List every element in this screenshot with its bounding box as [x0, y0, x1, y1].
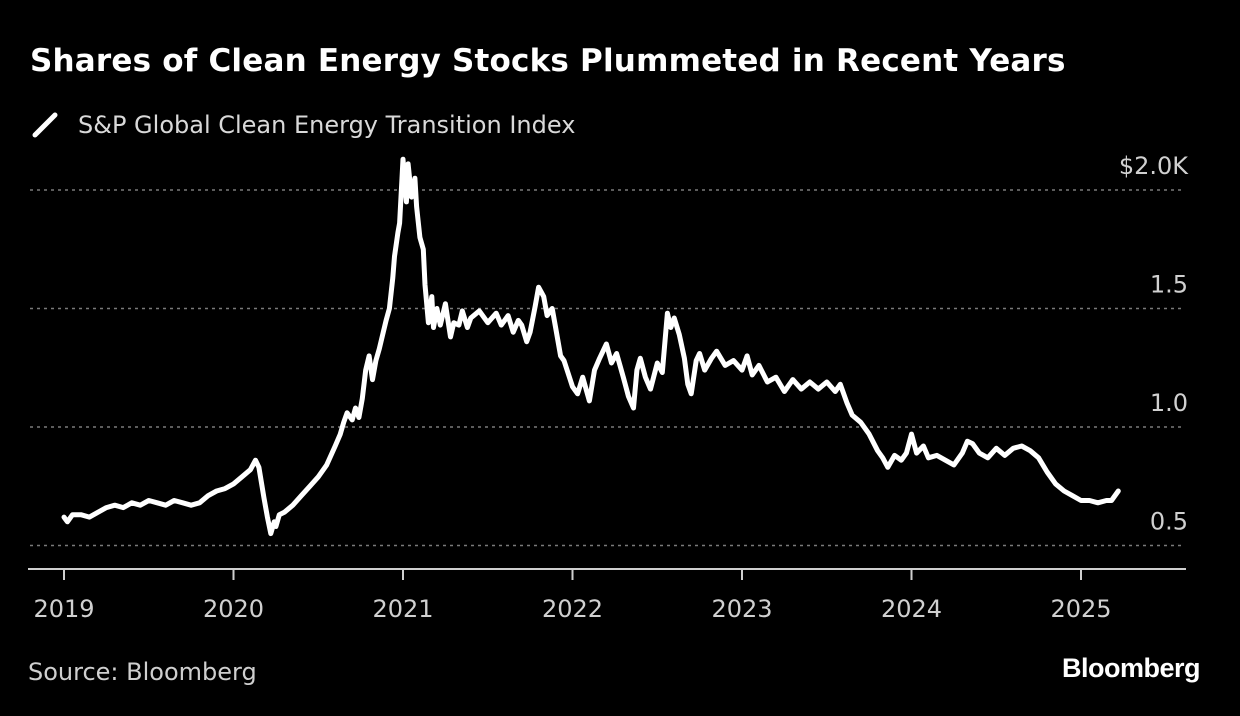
axis-labels: $2.0K 1.5 1.0 0.5 2019 2020 2021 2022 2023 2024 20… — [33, 152, 1189, 623]
y-tick-label: 1.5 — [1150, 271, 1188, 299]
x-tick-label: 2020 — [203, 595, 264, 623]
x-axis — [28, 568, 1186, 580]
x-tick-label: 2024 — [881, 595, 942, 623]
series-line — [61, 156, 1121, 537]
x-tick-label: 2019 — [33, 595, 94, 623]
x-tick-label: 2023 — [711, 595, 772, 623]
legend-line-icon — [32, 112, 58, 138]
x-tick-label: 2025 — [1050, 595, 1111, 623]
gridlines — [30, 189, 1185, 547]
y-tick-label: 1.0 — [1150, 389, 1188, 417]
x-tick-label: 2022 — [542, 595, 603, 623]
y-tick-label: 0.5 — [1150, 508, 1188, 536]
chart-title: Shares of Clean Energy Stocks Plummeted … — [30, 43, 1066, 79]
x-tick-label: 2021 — [372, 595, 433, 623]
source-note: Source: Bloomberg — [28, 658, 257, 686]
chart-legend: S&P Global Clean Energy Transition Index — [30, 108, 575, 142]
legend-label: S&P Global Clean Energy Transition Index — [78, 111, 576, 139]
bloomberg-logo: Bloomberg — [1061, 653, 1201, 683]
series-layer — [61, 156, 1121, 537]
y-tick-label: $2.0K — [1119, 152, 1189, 180]
